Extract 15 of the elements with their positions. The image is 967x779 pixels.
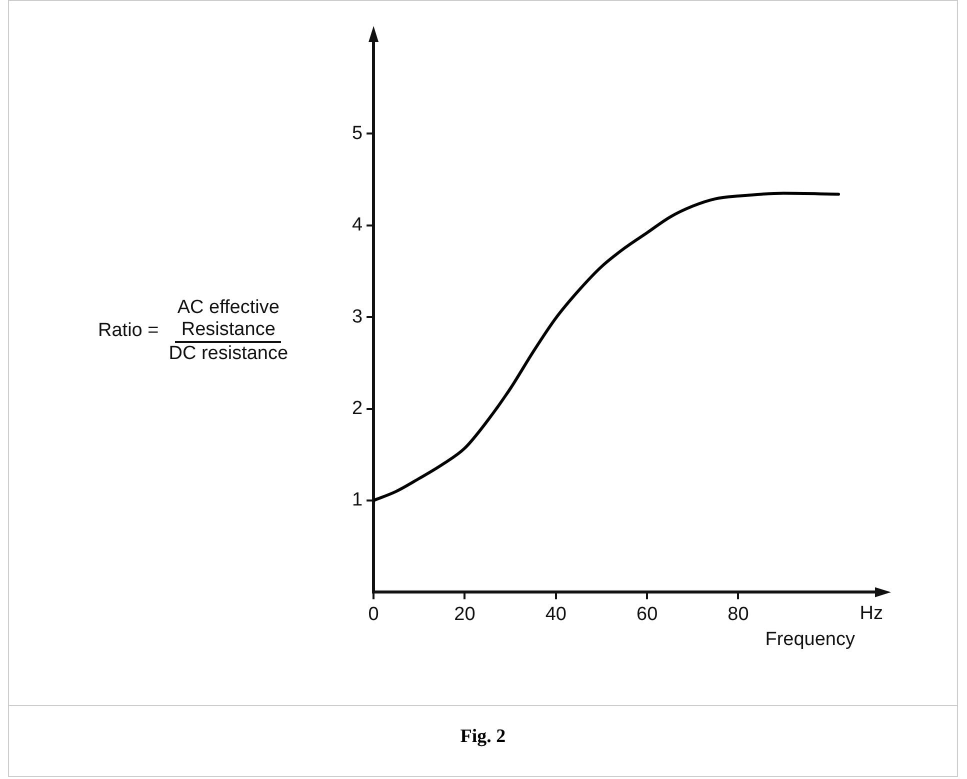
x-axis-title: Frequency bbox=[765, 628, 856, 650]
y-tick-label: 2 bbox=[352, 398, 363, 420]
x-tick-label: 80 bbox=[728, 604, 749, 625]
x-tick-label: 40 bbox=[545, 604, 566, 625]
y-tick-label: 1 bbox=[352, 490, 363, 511]
x-tick-label: 20 bbox=[454, 604, 476, 625]
text: Hz bbox=[860, 602, 883, 624]
y-tick-label: 5 bbox=[352, 122, 363, 144]
x-tick-label: 0 bbox=[368, 604, 379, 625]
y-axis-title: Ratio = AC effective Resistance DC resistance bbox=[98, 297, 288, 366]
y-tick-label: 4 bbox=[352, 214, 363, 236]
line-series bbox=[374, 192, 840, 502]
y-tick-label: 3 bbox=[352, 306, 363, 328]
text: Fig. 2 bbox=[459, 726, 507, 748]
x-tick-label: 60 bbox=[636, 604, 658, 625]
